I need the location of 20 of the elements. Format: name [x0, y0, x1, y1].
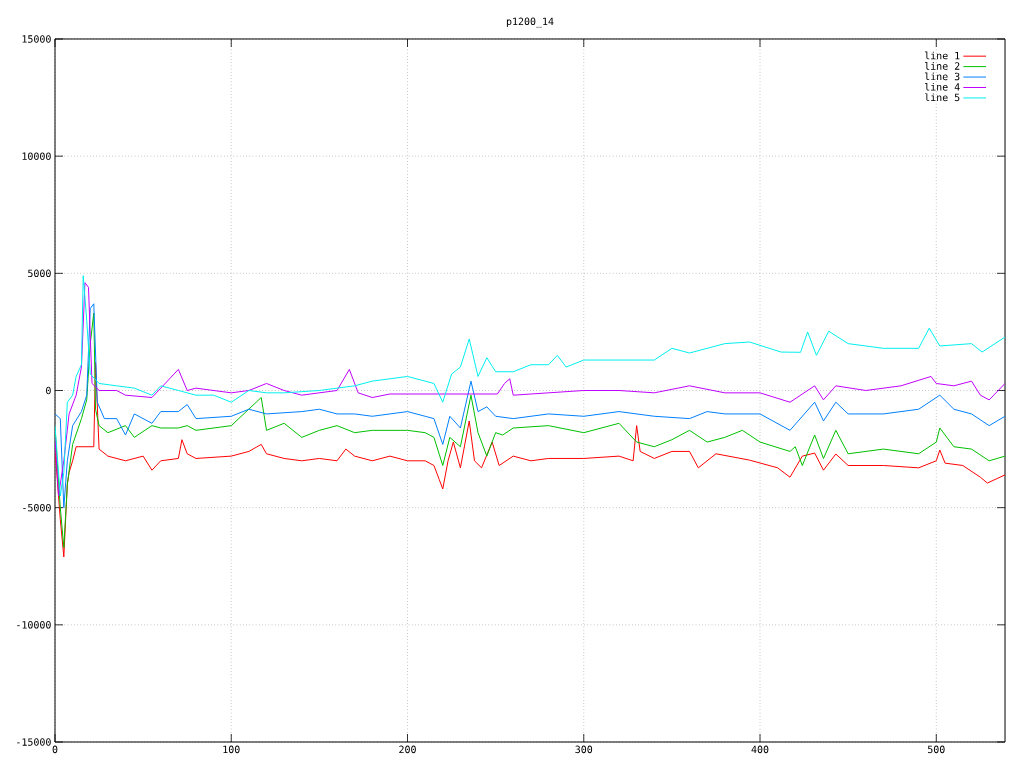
x-tick-label: 400 [751, 745, 769, 754]
x-tick-label: 300 [575, 745, 593, 754]
y-tick-label: -15000 [17, 738, 51, 746]
x-tick-label: 500 [927, 745, 945, 754]
legend-label: line 5 [924, 93, 960, 102]
x-tick-label: 200 [399, 745, 416, 754]
legend-label: line 2 [924, 62, 960, 70]
legend-label: line 3 [924, 72, 960, 81]
chart-title: p1200_14 [506, 17, 554, 28]
x-tick-label: 0 [52, 745, 58, 754]
y-tick-label: 15000 [22, 35, 51, 43]
legend-label: line 4 [924, 82, 960, 91]
y-tick-label: 10000 [22, 152, 51, 160]
y-tick-label: -5000 [23, 503, 51, 512]
line-series [55, 312, 1006, 548]
x-tick-label: 100 [223, 745, 240, 754]
y-tick-label: 0 [46, 386, 51, 395]
y-tick-label: -10000 [17, 621, 51, 629]
legend-label: line 1 [924, 51, 960, 60]
y-tick-label: 5000 [28, 269, 51, 278]
